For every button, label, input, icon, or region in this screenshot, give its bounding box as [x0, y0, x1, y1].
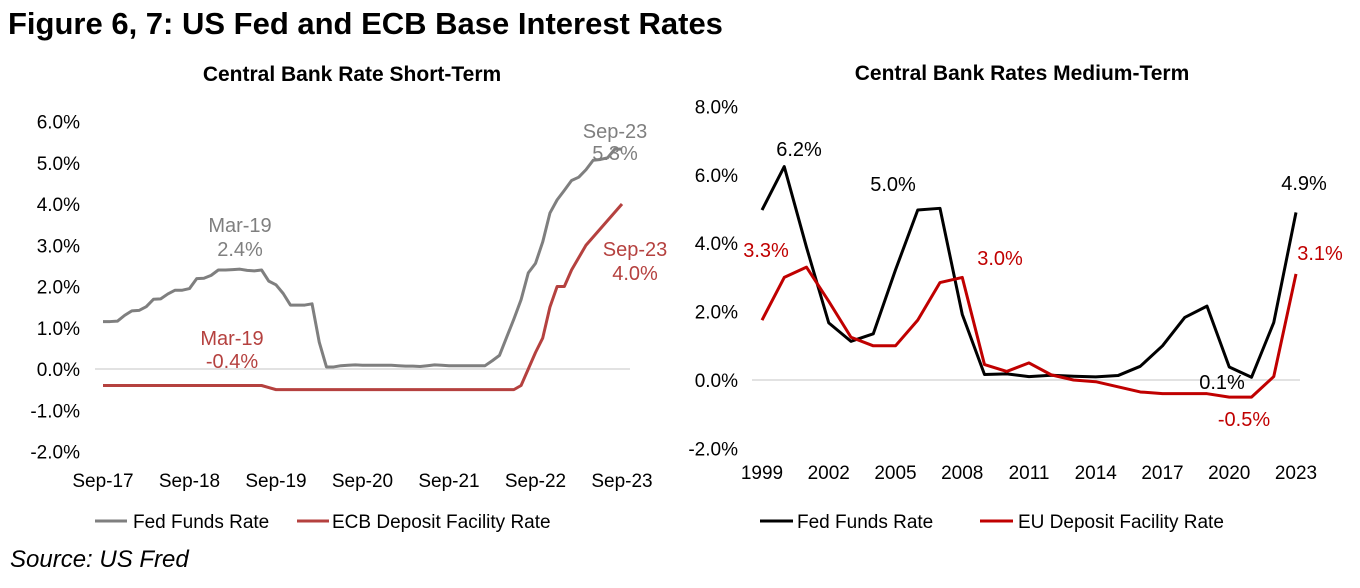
data-label: 5.0% [870, 174, 916, 196]
x-tick-label: 2002 [808, 463, 850, 484]
series-line-fed [760, 165, 1298, 379]
data-label: 3.3% [743, 240, 789, 262]
data-label: 0.1% [1199, 372, 1245, 394]
y-tick-label: 4.0% [37, 195, 80, 216]
data-label: 3.0% [977, 248, 1023, 270]
y-tick-label: -2.0% [688, 439, 738, 460]
legend-label: ECB Deposit Facility Rate [332, 512, 551, 533]
y-tick-label: 0.0% [37, 360, 80, 381]
data-label: -0.4% [206, 351, 258, 373]
x-tick-label: Sep-18 [159, 471, 220, 492]
data-label: Sep-23 [583, 121, 648, 143]
data-label: 2.4% [217, 239, 263, 261]
x-tick-label: 2023 [1275, 463, 1317, 484]
x-tick-label: 2014 [1075, 463, 1118, 484]
x-tick-label: Sep-23 [591, 471, 652, 492]
data-label: Mar-19 [208, 215, 271, 237]
series-line-fed [103, 147, 622, 369]
x-tick-label: Sep-17 [72, 471, 133, 492]
series-line-ecb [103, 203, 624, 392]
data-label: -0.5% [1218, 409, 1270, 431]
x-tick-label: Sep-20 [332, 471, 393, 492]
data-label: Sep-23 [603, 239, 668, 261]
data-label: Mar-19 [200, 328, 263, 350]
y-tick-label: 3.0% [37, 236, 80, 257]
x-tick-label: 2011 [1009, 463, 1050, 484]
data-label: 4.9% [1281, 173, 1327, 195]
legend-label: EU Deposit Facility Rate [1018, 512, 1224, 533]
x-tick-label: 1999 [741, 463, 783, 484]
chart-title: Central Bank Rate Short-Term [203, 63, 501, 86]
x-tick-label: 2008 [941, 463, 983, 484]
y-tick-label: -1.0% [30, 401, 80, 422]
source-note: Source: US Fred [10, 546, 189, 573]
x-tick-label: Sep-21 [418, 471, 479, 492]
legend-label: Fed Funds Rate [797, 512, 933, 533]
y-tick-label: 6.0% [695, 166, 738, 187]
figure-title: Figure 6, 7: US Fed and ECB Base Interes… [8, 6, 723, 41]
y-tick-label: 0.0% [695, 371, 738, 392]
data-label: 5.3% [592, 143, 638, 165]
y-tick-label: 5.0% [37, 154, 80, 175]
x-tick-label: Sep-19 [245, 471, 306, 492]
y-tick-label: 2.0% [37, 278, 80, 299]
x-tick-label: 2020 [1208, 463, 1250, 484]
series-line-eu [760, 265, 1298, 399]
legend-label: Fed Funds Rate [133, 512, 269, 533]
chart-title: Central Bank Rates Medium-Term [855, 62, 1190, 85]
data-label: 3.1% [1297, 243, 1343, 265]
data-label: 4.0% [612, 263, 658, 285]
y-tick-label: 2.0% [695, 303, 738, 324]
y-tick-label: -2.0% [30, 443, 80, 464]
x-tick-label: 2005 [874, 463, 916, 484]
y-tick-label: 1.0% [37, 319, 80, 340]
x-tick-label: Sep-22 [505, 471, 566, 492]
y-tick-label: 4.0% [695, 234, 738, 255]
y-tick-label: 6.0% [37, 113, 80, 134]
data-label: 6.2% [776, 139, 822, 161]
y-tick-label: 8.0% [695, 97, 738, 118]
x-tick-label: 2017 [1141, 463, 1183, 484]
